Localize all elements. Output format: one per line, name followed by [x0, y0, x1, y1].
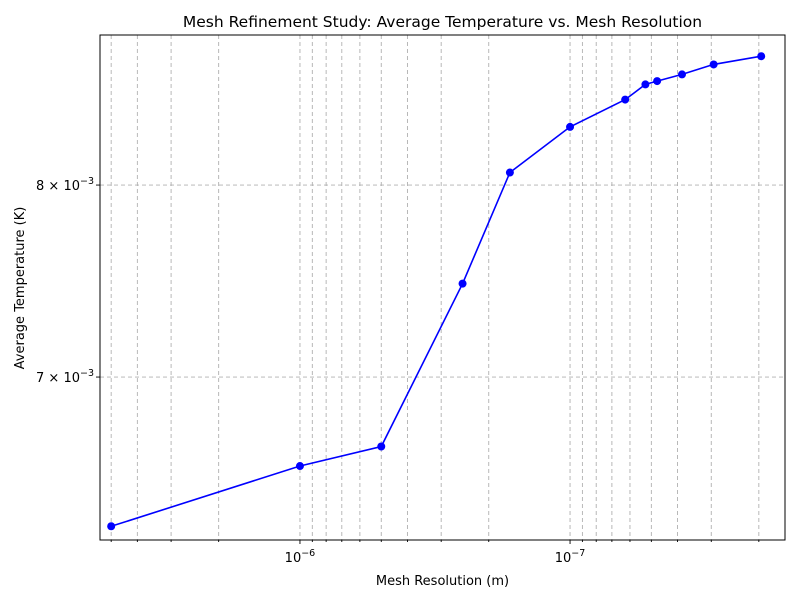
data-point: [757, 52, 766, 61]
data-point: [641, 80, 650, 89]
data-point: [458, 279, 467, 288]
x-axis-label: Mesh Resolution (m): [376, 574, 509, 589]
chart-title: Mesh Refinement Study: Average Temperatu…: [183, 13, 702, 31]
y-axis-label: Average Temperature (K): [13, 207, 28, 370]
x-tick-label: 10−7: [555, 548, 586, 566]
data-point: [678, 70, 687, 79]
data-point: [566, 122, 575, 131]
data-point: [709, 60, 718, 69]
y-tick-label: 8 × 10−3: [36, 176, 94, 194]
data-point: [107, 522, 116, 531]
x-tick-label: 10−6: [285, 548, 316, 566]
data-point: [295, 462, 304, 471]
series-line: [110, 55, 762, 528]
data-point: [505, 168, 514, 177]
data-point: [377, 442, 386, 451]
series-layer: [107, 52, 766, 531]
ticks-layer: [96, 184, 760, 544]
plot-frame: [99, 34, 786, 541]
data-point: [621, 95, 630, 104]
grid-layer: [100, 35, 785, 540]
data-point: [653, 77, 662, 86]
y-tick-label: 7 × 10−3: [36, 368, 94, 386]
